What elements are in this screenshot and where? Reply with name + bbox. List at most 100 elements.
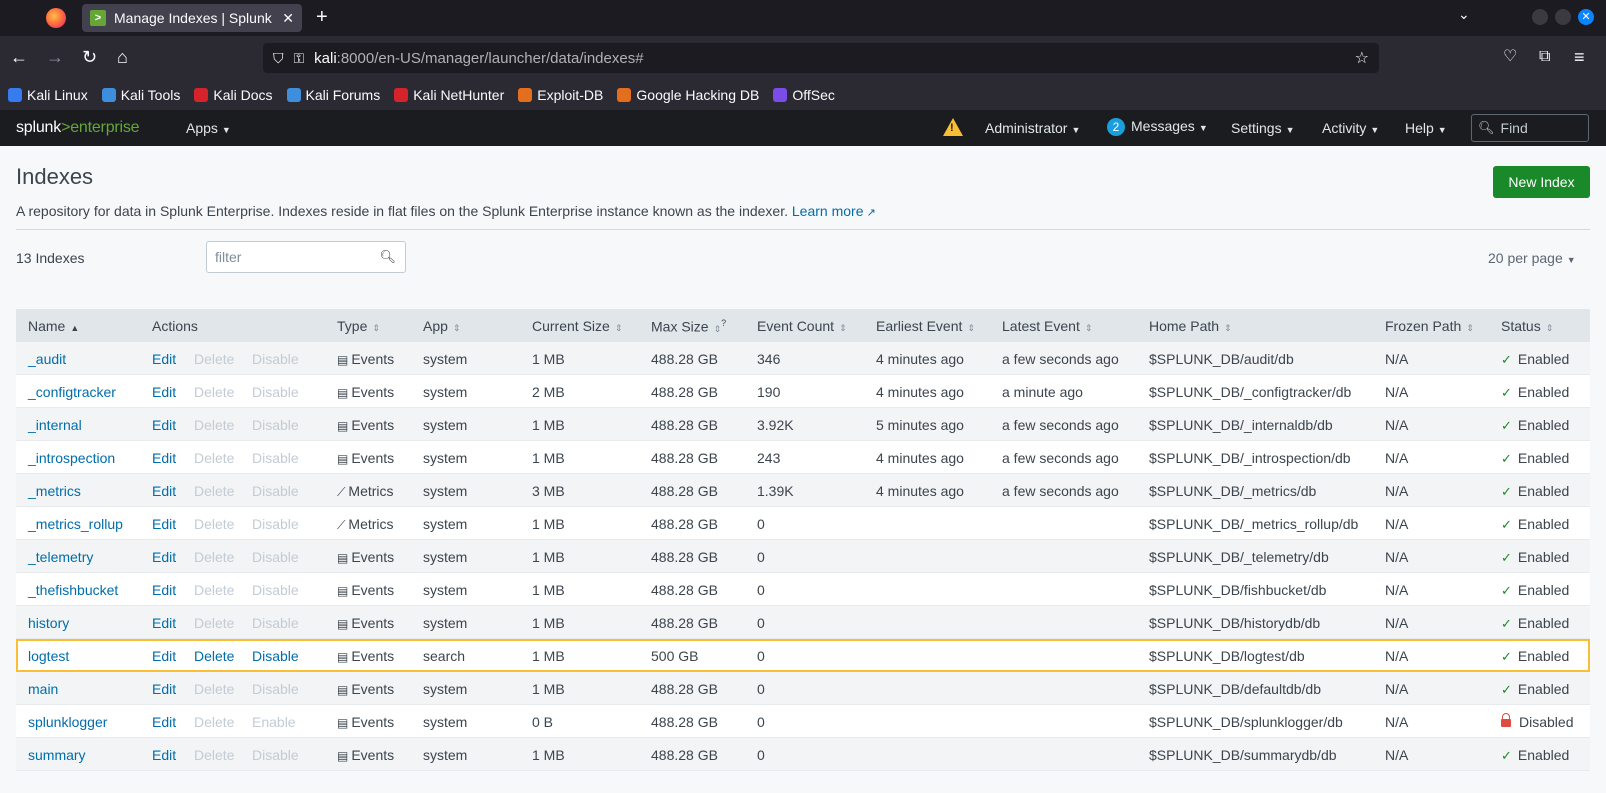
filter-input[interactable]: filter 🔍︎ bbox=[206, 241, 406, 273]
tab-list-chevron-icon[interactable]: ⌄ bbox=[1458, 6, 1470, 22]
bookmark-kali-linux[interactable]: Kali Linux bbox=[8, 87, 88, 103]
edit-link[interactable]: Edit bbox=[152, 417, 176, 433]
forward-arrow-icon[interactable]: → bbox=[46, 47, 64, 67]
edit-link[interactable]: Edit bbox=[152, 384, 176, 400]
new-tab-icon[interactable]: + bbox=[316, 6, 328, 28]
toggle-link[interactable]: Disable bbox=[252, 516, 299, 532]
messages-menu[interactable]: 2 Messages ▼ bbox=[1107, 118, 1208, 136]
index-name-link[interactable]: _metrics bbox=[28, 483, 81, 499]
warning-triangle-icon[interactable]: ! bbox=[943, 118, 963, 136]
index-name-link[interactable]: summary bbox=[28, 747, 86, 763]
maximize-window-icon[interactable] bbox=[1555, 9, 1571, 25]
back-arrow-icon[interactable]: ← bbox=[10, 47, 28, 67]
column-header-type[interactable]: Type ⇕ bbox=[337, 318, 380, 334]
toggle-link[interactable]: Disable bbox=[252, 384, 299, 400]
edit-link[interactable]: Edit bbox=[152, 714, 176, 730]
index-name-link[interactable]: _thefishbucket bbox=[28, 582, 118, 598]
edit-link[interactable]: Edit bbox=[152, 549, 176, 565]
browser-tab-active[interactable]: > Manage Indexes | Splunk 8 ✕ bbox=[82, 4, 302, 32]
tab-close-icon[interactable]: ✕ bbox=[282, 9, 294, 26]
bookmark-kali-docs[interactable]: Kali Docs bbox=[194, 87, 273, 103]
delete-link[interactable]: Delete bbox=[194, 582, 234, 598]
delete-link[interactable]: Delete bbox=[194, 417, 234, 433]
per-page-dropdown[interactable]: 20 per page ▼ bbox=[1488, 250, 1576, 266]
edit-link[interactable]: Edit bbox=[152, 615, 176, 631]
help-icon[interactable]: ? bbox=[721, 318, 727, 328]
delete-link[interactable]: Delete bbox=[194, 549, 234, 565]
edit-link[interactable]: Edit bbox=[152, 747, 176, 763]
bookmark-star-icon[interactable]: ☆ bbox=[1354, 50, 1369, 67]
apps-menu[interactable]: Apps ▼ bbox=[186, 120, 231, 136]
bookmark-google-hacking-db[interactable]: Google Hacking DB bbox=[617, 87, 759, 103]
index-name-link[interactable]: _introspection bbox=[28, 450, 115, 466]
column-header-name[interactable]: Name ▲ bbox=[28, 318, 79, 334]
toggle-link[interactable]: Disable bbox=[252, 747, 299, 763]
toggle-link[interactable]: Disable bbox=[252, 681, 299, 697]
bookmark-offsec[interactable]: OffSec bbox=[773, 87, 835, 103]
find-input[interactable]: 🔍︎ Find bbox=[1471, 114, 1589, 142]
settings-menu[interactable]: Settings ▼ bbox=[1231, 120, 1295, 136]
home-icon[interactable]: ⌂ bbox=[117, 47, 128, 67]
edit-link[interactable]: Edit bbox=[152, 648, 176, 664]
splunk-logo[interactable]: splunk>enterprise bbox=[16, 119, 140, 137]
column-header-status[interactable]: Status ⇕ bbox=[1501, 318, 1553, 334]
pocket-icon[interactable]: ♡ bbox=[1503, 48, 1518, 65]
index-name-link[interactable]: splunklogger bbox=[28, 714, 107, 730]
bookmark-kali-tools[interactable]: Kali Tools bbox=[101, 87, 180, 103]
index-name-link[interactable]: history bbox=[28, 615, 69, 631]
edit-link[interactable]: Edit bbox=[152, 351, 176, 367]
bookmark-exploit-db[interactable]: Exploit-DB bbox=[518, 87, 603, 103]
edit-link[interactable]: Edit bbox=[152, 516, 176, 532]
new-index-button[interactable]: New Index bbox=[1493, 166, 1590, 198]
delete-link[interactable]: Delete bbox=[194, 450, 234, 466]
delete-link[interactable]: Delete bbox=[194, 516, 234, 532]
edit-link[interactable]: Edit bbox=[152, 681, 176, 697]
shield-icon[interactable]: ⛉ bbox=[273, 49, 284, 66]
column-header-frozen-path[interactable]: Frozen Path ⇕ bbox=[1385, 318, 1474, 334]
edit-link[interactable]: Edit bbox=[152, 483, 176, 499]
delete-link[interactable]: Delete bbox=[194, 615, 234, 631]
column-header-current-size[interactable]: Current Size ⇕ bbox=[532, 318, 622, 334]
delete-link[interactable]: Delete bbox=[194, 351, 234, 367]
column-header-app[interactable]: App ⇕ bbox=[423, 318, 460, 334]
index-name-link[interactable]: logtest bbox=[28, 648, 69, 664]
index-name-link[interactable]: _internal bbox=[28, 417, 82, 433]
address-bar[interactable]: ⛉ ⚿ kali:8000/en-US/manager/launcher/dat… bbox=[263, 43, 1379, 73]
toggle-link[interactable]: Disable bbox=[252, 648, 299, 664]
minimize-window-icon[interactable] bbox=[1532, 9, 1548, 25]
toggle-link[interactable]: Disable bbox=[252, 582, 299, 598]
reload-icon[interactable]: ↻ bbox=[82, 47, 98, 67]
index-name-link[interactable]: _telemetry bbox=[28, 549, 93, 565]
edit-link[interactable]: Edit bbox=[152, 450, 176, 466]
delete-link[interactable]: Delete bbox=[194, 384, 234, 400]
learn-more-link[interactable]: Learn more ↗ bbox=[792, 203, 876, 219]
extensions-icon[interactable]: ⧉ bbox=[1539, 48, 1551, 65]
column-header-home-path[interactable]: Home Path ⇕ bbox=[1149, 318, 1232, 334]
administrator-menu[interactable]: Administrator ▼ bbox=[985, 120, 1080, 136]
index-name-link[interactable]: _audit bbox=[28, 351, 66, 367]
help-menu[interactable]: Help ▼ bbox=[1405, 120, 1447, 136]
bookmark-kali-nethunter[interactable]: Kali NetHunter bbox=[394, 87, 504, 103]
toggle-link[interactable]: Disable bbox=[252, 549, 299, 565]
index-name-link[interactable]: _configtracker bbox=[28, 384, 116, 400]
delete-link[interactable]: Delete bbox=[194, 483, 234, 499]
toggle-link[interactable]: Disable bbox=[252, 615, 299, 631]
column-header-latest-event[interactable]: Latest Event ⇕ bbox=[1002, 318, 1092, 334]
toggle-link[interactable]: Disable bbox=[252, 483, 299, 499]
delete-link[interactable]: Delete bbox=[194, 681, 234, 697]
menu-hamburger-icon[interactable]: ≡ bbox=[1574, 47, 1585, 67]
delete-link[interactable]: Delete bbox=[194, 648, 234, 664]
index-name-link[interactable]: _metrics_rollup bbox=[28, 516, 123, 532]
activity-menu[interactable]: Activity ▼ bbox=[1322, 120, 1379, 136]
toggle-link[interactable]: Enable bbox=[252, 714, 296, 730]
column-header-max-size[interactable]: Max Size ⇕? bbox=[651, 318, 726, 335]
toggle-link[interactable]: Disable bbox=[252, 450, 299, 466]
column-header-earliest-event[interactable]: Earliest Event ⇕ bbox=[876, 318, 975, 334]
toggle-link[interactable]: Disable bbox=[252, 417, 299, 433]
index-name-link[interactable]: main bbox=[28, 681, 58, 697]
delete-link[interactable]: Delete bbox=[194, 747, 234, 763]
toggle-link[interactable]: Disable bbox=[252, 351, 299, 367]
edit-link[interactable]: Edit bbox=[152, 582, 176, 598]
firefox-logo-icon[interactable] bbox=[46, 8, 66, 28]
lock-icon[interactable]: ⚿ bbox=[293, 49, 305, 66]
